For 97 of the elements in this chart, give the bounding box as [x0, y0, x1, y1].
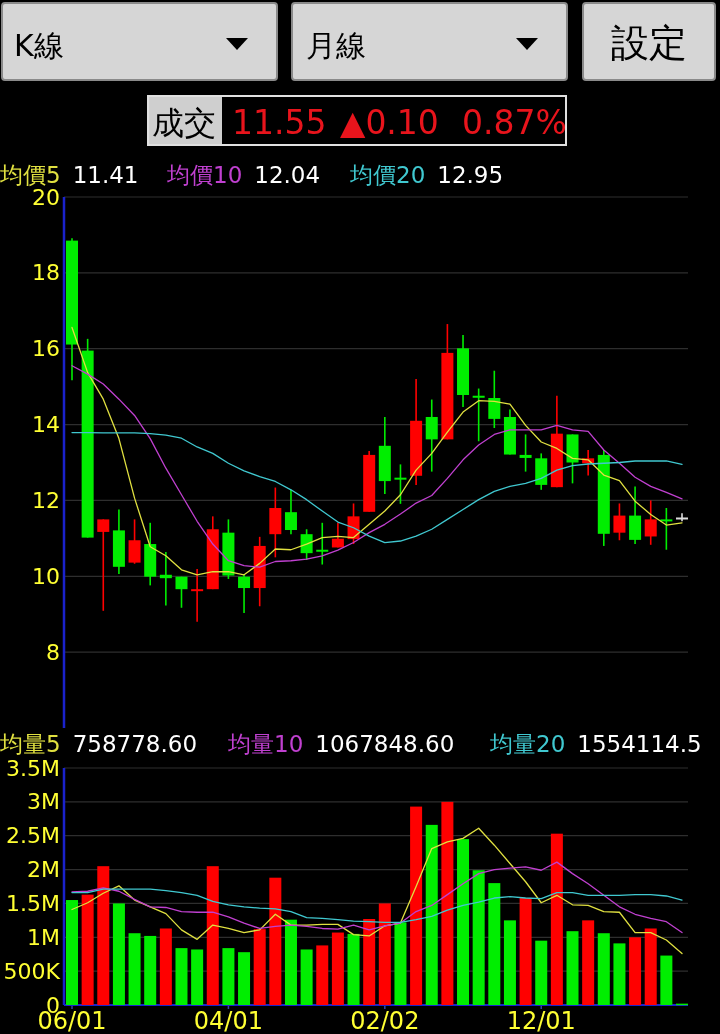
bar [253, 929, 266, 1005]
bar [535, 940, 548, 1005]
candlestick [316, 522, 329, 566]
candlestick [644, 499, 657, 546]
candlestick [284, 489, 297, 535]
line-series [71, 827, 683, 955]
bar [112, 903, 125, 1005]
y-tick-label: 8 [46, 639, 60, 665]
candlestick [128, 518, 141, 565]
candlestick [175, 575, 188, 609]
line-series [71, 888, 683, 924]
bar [191, 949, 204, 1005]
bar [144, 935, 157, 1005]
bar [347, 933, 360, 1005]
y-tick-label: 18 [32, 260, 60, 286]
bar [472, 870, 485, 1005]
bar [159, 928, 172, 1005]
text: 設定 [611, 21, 687, 65]
text: 0.87% [462, 103, 567, 142]
y-tick-label: 3.5M [6, 755, 60, 781]
line-series [71, 365, 683, 568]
y-tick-label: 1.5M [6, 890, 60, 916]
bar [206, 866, 219, 1005]
text: 成交 [152, 104, 216, 142]
candlestick [425, 398, 438, 473]
bar [66, 900, 78, 1005]
bar [410, 806, 423, 1005]
bar [81, 894, 94, 1005]
bar [331, 932, 344, 1005]
x-tick-label: 12/01 [506, 1007, 576, 1034]
candlestick [488, 369, 501, 429]
bar [644, 928, 657, 1005]
bar [597, 933, 610, 1005]
candlestick [300, 528, 313, 561]
bar [97, 866, 110, 1005]
x-tick-label: 04/01 [193, 1007, 263, 1034]
candlestick [97, 518, 110, 612]
text: 均量10 [227, 731, 304, 757]
bar [222, 948, 235, 1005]
candlestick [676, 512, 688, 523]
bar [128, 933, 141, 1005]
bar [175, 948, 188, 1005]
text: 12.04 [254, 162, 321, 188]
text: 均價10 [166, 162, 243, 188]
bar [488, 883, 501, 1005]
text: 均量5 [0, 731, 61, 757]
line-series [71, 861, 683, 934]
candlestick [331, 522, 344, 549]
candlestick [472, 387, 485, 443]
y-tick-label: 1M [27, 924, 60, 950]
text: 11.55 [232, 103, 327, 142]
bar [394, 922, 407, 1005]
y-tick-label: 2.5M [6, 823, 60, 849]
bar [613, 943, 626, 1005]
bar [425, 824, 438, 1005]
candlestick [613, 502, 626, 542]
bar [582, 920, 595, 1005]
candlestick [660, 507, 673, 551]
candlestick [238, 573, 251, 614]
x-tick-label: 02/02 [350, 1007, 420, 1034]
bar [550, 833, 563, 1005]
y-tick-label: 16 [32, 336, 60, 362]
text: 均價5 [0, 162, 61, 188]
candlestick [519, 433, 532, 473]
text: 1554114.5 [577, 731, 702, 757]
text: ▲0.10 [340, 103, 439, 142]
y-tick-label: 12 [32, 487, 60, 513]
text: 758778.60 [72, 731, 198, 757]
y-tick-label: 500K [3, 958, 61, 984]
bar [378, 903, 391, 1005]
bar [238, 952, 251, 1005]
text: 11.41 [72, 162, 139, 188]
bar [566, 931, 579, 1005]
text: K線 [14, 28, 64, 63]
bar [284, 919, 297, 1005]
text: 均量20 [489, 731, 566, 757]
text: 月線 [306, 28, 366, 63]
line-series [71, 431, 683, 544]
bar [300, 949, 313, 1005]
bar [503, 920, 516, 1005]
bar [629, 937, 642, 1005]
bar [457, 839, 470, 1005]
bar [519, 898, 532, 1005]
bar [269, 877, 282, 1005]
candlestick [191, 568, 204, 623]
bar [660, 955, 673, 1005]
bar [316, 945, 329, 1005]
y-tick-label: 14 [32, 412, 60, 438]
y-tick-label: 10 [32, 563, 60, 589]
bar [363, 919, 376, 1005]
text: 1067848.60 [315, 731, 455, 757]
bar [441, 801, 454, 1005]
text: 12.95 [437, 162, 504, 188]
text: 均價20 [349, 162, 426, 188]
y-tick-label: 2M [27, 857, 60, 883]
candlestick [394, 463, 407, 505]
y-tick-label: 3M [27, 789, 60, 815]
